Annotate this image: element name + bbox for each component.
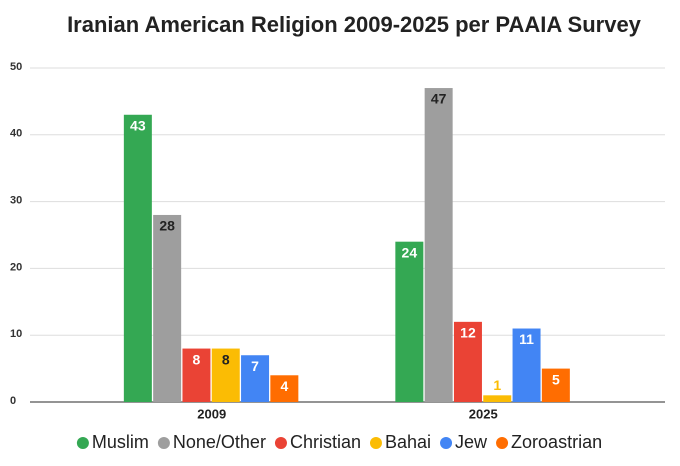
data-label: 47 [431, 91, 447, 107]
y-tick-label: 10 [10, 328, 22, 340]
data-label: 28 [159, 218, 175, 234]
data-label: 12 [460, 325, 476, 341]
bar [182, 348, 211, 402]
legend-label: Jew [455, 432, 488, 452]
data-label: 5 [552, 371, 560, 387]
bar [512, 328, 541, 402]
legend-marker [76, 437, 89, 449]
data-label: 8 [193, 351, 201, 367]
bar [424, 88, 453, 402]
legend-marker [496, 437, 509, 449]
data-label: 43 [130, 117, 146, 133]
bar [123, 114, 152, 402]
y-tick-label: 50 [10, 61, 22, 73]
y-tick-label: 30 [10, 195, 22, 207]
legend-label: Muslim [92, 432, 149, 452]
legend-label: Bahai [385, 432, 431, 452]
legend-marker [440, 437, 453, 449]
legend-marker [369, 437, 382, 449]
legend-marker [157, 437, 170, 449]
data-label: 7 [251, 358, 259, 374]
bar [270, 375, 299, 402]
x-tick-label: 2025 [469, 406, 498, 421]
y-tick-label: 40 [10, 128, 22, 140]
y-tick-label: 20 [10, 261, 22, 273]
data-label: 11 [519, 331, 534, 347]
bar [483, 395, 512, 402]
legend-label: Zoroastrian [511, 432, 602, 452]
bar [241, 355, 270, 402]
bar [541, 368, 570, 402]
data-label: 8 [222, 351, 230, 367]
data-label: 4 [280, 378, 288, 394]
legend-marker [274, 437, 287, 449]
data-label: 1 [493, 377, 501, 393]
legend-label: None/Other [173, 432, 266, 452]
bar [211, 348, 240, 402]
bar [453, 321, 482, 402]
data-label: 24 [402, 244, 418, 260]
y-tick-label: 0 [10, 395, 16, 407]
bar [395, 241, 424, 402]
chart-title: Iranian American Religion 2009-2025 per … [67, 12, 642, 37]
x-tick-label: 2009 [197, 406, 226, 421]
legend-label: Christian [290, 432, 361, 452]
bar [153, 214, 182, 402]
